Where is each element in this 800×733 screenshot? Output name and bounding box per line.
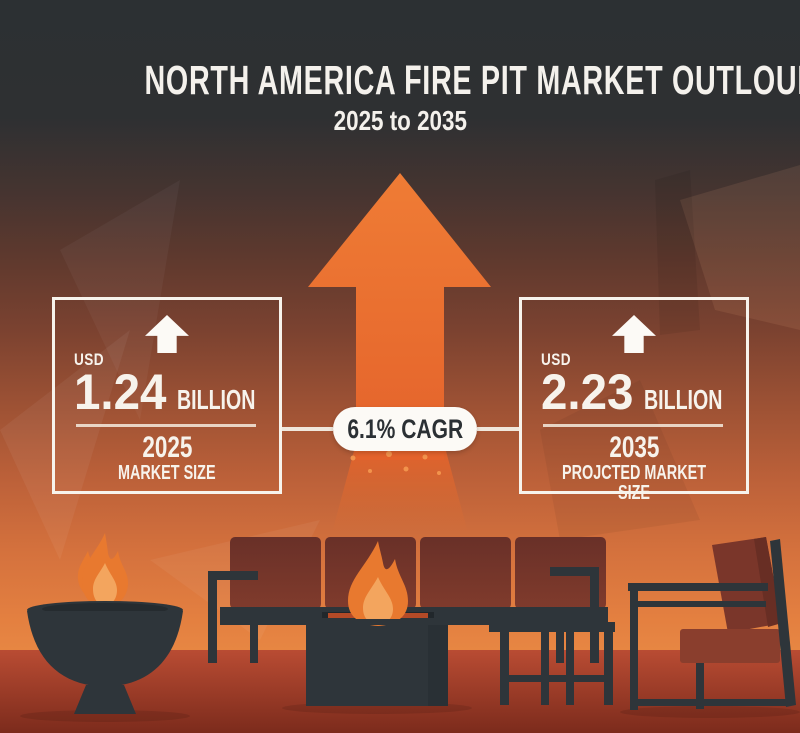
armchair-icon — [628, 537, 796, 710]
page-title: NORTH AMERICA FIRE PIT MARKET OUTLOUK — [0, 57, 800, 103]
arrow-glow — [332, 451, 468, 533]
stat-card-2025: USD 1.24 BILLION 2025 MARKET SIZE — [52, 297, 282, 494]
market-value: 1.24 — [74, 364, 167, 420]
flame-icon — [348, 541, 408, 626]
market-value-row: 2.23 BILLION — [541, 367, 756, 417]
year-label: 2035 — [608, 431, 660, 464]
currency-label: USD — [541, 350, 571, 369]
fire-pit-table-icon — [291, 541, 457, 706]
page-subtitle-text: 2025 to 2035 — [333, 105, 467, 136]
outdoor-scene — [0, 533, 800, 733]
page-subtitle: 2025 to 2035 — [0, 105, 800, 137]
ground-shadows — [20, 702, 800, 722]
arrow-shape — [308, 173, 491, 460]
currency-label: USD — [74, 350, 104, 369]
big-up-arrow-icon — [308, 173, 491, 533]
connector-line-left — [282, 427, 333, 431]
unit-label: BILLION — [644, 384, 723, 415]
page-title-text: NORTH AMERICA FIRE PIT MARKET OUTLOUK — [144, 57, 800, 103]
card-divider — [543, 424, 723, 427]
up-arrow-icon — [612, 315, 656, 353]
unit-label: BILLION — [177, 384, 256, 415]
market-size-label: MARKET SIZE — [118, 462, 216, 484]
connector-line-right — [477, 427, 519, 431]
side-table-icon — [489, 622, 615, 705]
projected-market-size-label: PROJCTED MARKET SIZE — [561, 462, 706, 504]
stat-card-2035: USD 2.23 BILLION 2035 PROJCTED MARKET SI… — [519, 297, 749, 503]
market-value: 2.23 — [541, 364, 634, 420]
card-divider — [76, 424, 256, 427]
fire-bowl-icon — [27, 533, 183, 714]
cagr-label: 6.1% CAGR — [347, 413, 463, 444]
ember-dots — [350, 451, 441, 475]
cagr-pill: 6.1% CAGR — [333, 407, 477, 451]
up-arrow-icon — [145, 315, 189, 353]
year-label: 2025 — [141, 431, 193, 464]
market-value-row: 1.24 BILLION — [74, 367, 289, 417]
